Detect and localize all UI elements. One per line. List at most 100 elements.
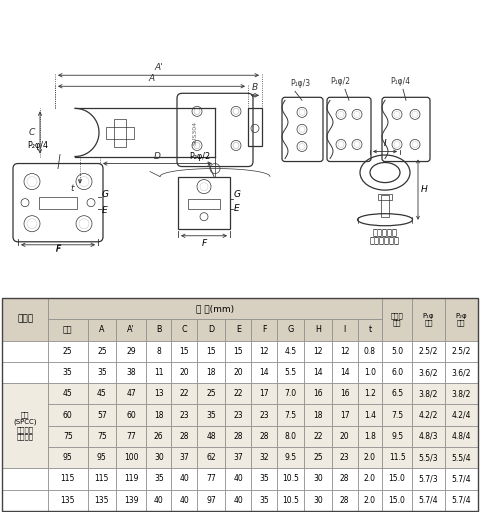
Text: 95: 95	[63, 453, 72, 462]
Text: P₁φ/3: P₁φ/3	[290, 79, 310, 88]
Text: 95: 95	[97, 453, 107, 462]
Text: 45: 45	[97, 389, 107, 398]
Bar	[445, 426, 478, 447]
Bar	[146, 340, 171, 362]
Text: 17: 17	[259, 389, 269, 398]
Text: t: t	[71, 184, 74, 193]
Bar	[332, 426, 358, 447]
Text: 25: 25	[313, 453, 323, 462]
Bar	[277, 426, 304, 447]
Bar	[225, 489, 251, 511]
Text: 2.0: 2.0	[364, 496, 376, 505]
Bar	[87, 319, 116, 340]
Text: A: A	[148, 74, 155, 83]
Bar	[39, 197, 77, 209]
Text: 鉄製
(SPCC)
グリーン
焼付塗装: 鉄製 (SPCC) グリーン 焼付塗装	[13, 411, 37, 440]
Bar	[146, 447, 171, 468]
Text: 40: 40	[179, 496, 189, 505]
Text: H: H	[315, 326, 321, 334]
Text: 23: 23	[259, 411, 269, 420]
Text: 3.8/2: 3.8/2	[452, 389, 471, 398]
Text: 15: 15	[233, 347, 243, 356]
Bar	[116, 319, 146, 340]
Bar	[87, 426, 116, 447]
Text: P₂φ
穴数: P₂φ 穴数	[456, 312, 467, 326]
Bar	[197, 404, 225, 426]
Bar	[332, 319, 358, 340]
Text: 25: 25	[63, 347, 72, 356]
Text: 115: 115	[95, 475, 109, 483]
Bar	[304, 447, 332, 468]
Bar	[251, 362, 277, 383]
Text: SUS304: SUS304	[192, 121, 197, 145]
Bar	[277, 468, 304, 489]
Text: 28: 28	[233, 432, 243, 441]
Bar	[382, 447, 412, 468]
Bar	[225, 468, 251, 489]
Bar	[146, 383, 171, 404]
Bar	[277, 340, 304, 362]
Text: 11.5: 11.5	[389, 453, 406, 462]
Bar	[146, 404, 171, 426]
Bar	[445, 362, 478, 383]
Text: 16: 16	[313, 389, 323, 398]
Text: 28: 28	[259, 432, 269, 441]
Text: 9.5: 9.5	[391, 432, 403, 441]
Bar	[382, 298, 412, 340]
Text: t: t	[368, 326, 372, 334]
Text: P₁φ/2: P₁φ/2	[330, 77, 350, 87]
Text: 丸かん内径: 丸かん内径	[372, 229, 397, 238]
Text: 75: 75	[97, 432, 107, 441]
Text: 4.8/4: 4.8/4	[452, 432, 471, 441]
Text: 75: 75	[63, 432, 72, 441]
Bar	[87, 383, 116, 404]
Text: 1.4: 1.4	[364, 411, 376, 420]
Bar	[48, 298, 382, 319]
Bar	[116, 489, 146, 511]
Bar	[277, 319, 304, 340]
Bar	[382, 404, 412, 426]
Text: 23: 23	[179, 411, 189, 420]
Bar	[116, 340, 146, 362]
Text: F: F	[262, 326, 266, 334]
Bar	[225, 319, 251, 340]
Text: 12: 12	[259, 347, 269, 356]
Text: 37: 37	[233, 453, 243, 462]
Text: G: G	[288, 326, 294, 334]
Text: 35: 35	[259, 496, 269, 505]
Text: 115: 115	[60, 475, 75, 483]
Text: 25: 25	[97, 347, 107, 356]
Bar	[48, 468, 87, 489]
Text: 37: 37	[179, 453, 189, 462]
Bar	[225, 447, 251, 468]
Bar	[2, 383, 48, 468]
Bar	[332, 383, 358, 404]
Text: 62: 62	[206, 453, 216, 462]
Text: D: D	[154, 152, 161, 161]
Bar	[171, 340, 197, 362]
Bar	[332, 468, 358, 489]
Text: 4.5: 4.5	[285, 347, 297, 356]
Text: 12: 12	[340, 347, 349, 356]
Bar	[146, 468, 171, 489]
Bar	[116, 468, 146, 489]
Bar	[114, 119, 126, 147]
Text: 22: 22	[313, 432, 323, 441]
Bar	[445, 468, 478, 489]
Text: 寸 法(mm): 寸 法(mm)	[196, 304, 234, 313]
Bar	[116, 404, 146, 426]
Bar	[87, 489, 116, 511]
Text: 35: 35	[63, 368, 72, 377]
Bar	[225, 340, 251, 362]
Text: 35: 35	[206, 411, 216, 420]
Bar	[358, 340, 382, 362]
Text: A': A'	[127, 326, 135, 334]
Text: 17: 17	[340, 411, 349, 420]
Bar	[197, 319, 225, 340]
Text: 40: 40	[154, 496, 164, 505]
Bar	[197, 468, 225, 489]
Text: 47: 47	[126, 389, 136, 398]
Bar	[358, 319, 382, 340]
Text: 100: 100	[124, 453, 138, 462]
Bar	[445, 298, 478, 340]
